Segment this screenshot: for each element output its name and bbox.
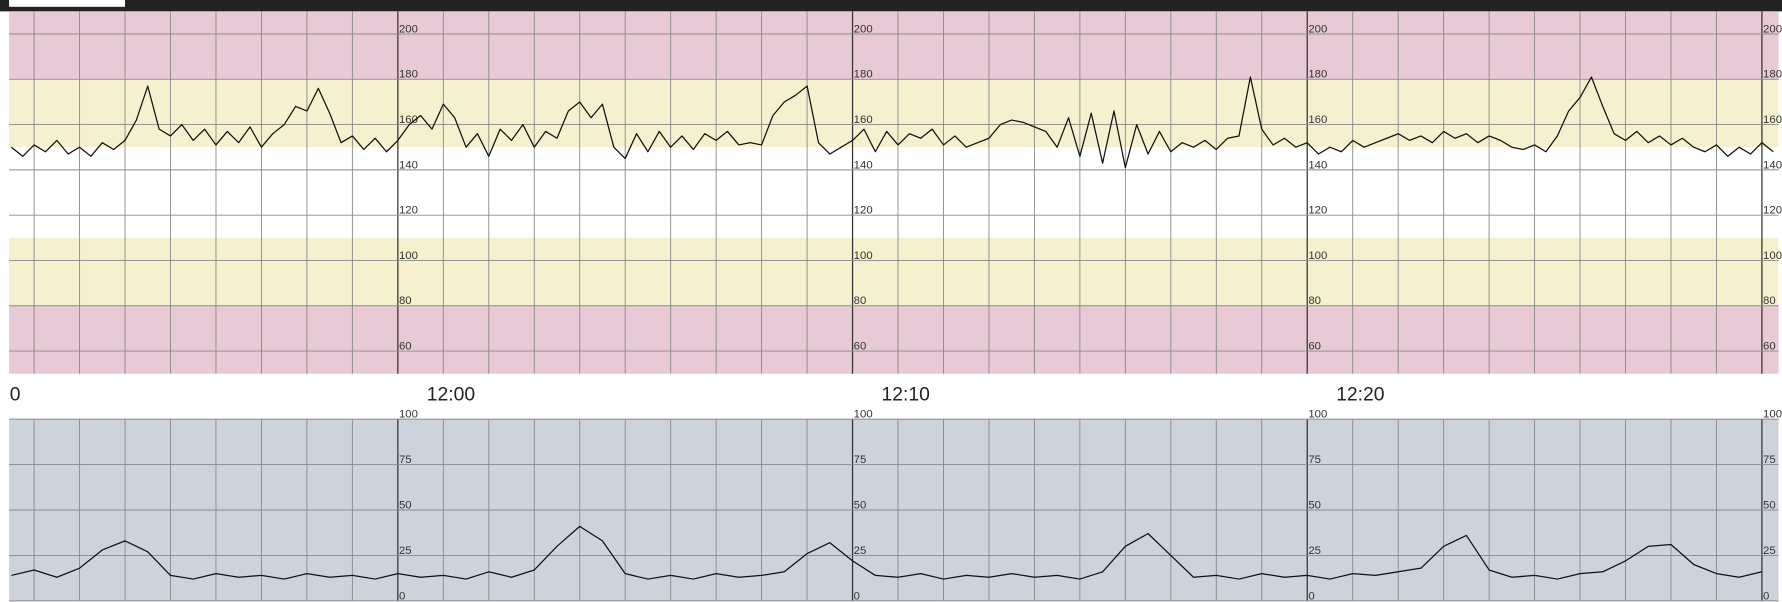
y-tick-label: 50	[1763, 499, 1776, 511]
y-tick-label: 140	[1308, 159, 1327, 171]
panel: 0 0 0 0 25 25 25 25 50 50 50 50 75 75 75 75 100 100 100 100	[9, 409, 1782, 602]
y-tick-label: 80	[1308, 295, 1321, 307]
trace-line	[10, 76, 1774, 169]
y-tick-label: 200	[854, 23, 873, 35]
y-tick-label: 160	[854, 114, 873, 126]
zone-band	[9, 237, 1779, 306]
y-tick-label: 80	[1763, 295, 1776, 307]
y-tick-label: 200	[1763, 23, 1782, 35]
x-tick-label: 12:20	[1336, 384, 1384, 405]
y-tick-label: 0	[1308, 590, 1314, 602]
y-tick-label: 140	[854, 159, 873, 171]
y-tick-label: 200	[1308, 23, 1327, 35]
progress-indicator	[9, 0, 126, 7]
trace-line	[11, 525, 1763, 580]
y-tick-label: 140	[399, 159, 418, 171]
zone-band	[9, 305, 1779, 374]
x-tick-label: 0	[10, 384, 21, 405]
y-tick-label: 120	[854, 205, 873, 217]
y-tick-label: 0	[854, 590, 860, 602]
y-tick-label: 180	[399, 69, 418, 81]
y-tick-label: 80	[399, 295, 412, 307]
y-tick-label: 25	[399, 545, 412, 557]
y-tick-label: 180	[854, 69, 873, 81]
y-tick-label: 25	[1763, 545, 1776, 557]
y-tick-label: 50	[399, 499, 412, 511]
y-tick-label: 50	[854, 499, 867, 511]
y-tick-label: 140	[1763, 159, 1782, 171]
y-tick-label: 100	[1308, 250, 1327, 262]
y-tick-label: 100	[399, 250, 418, 262]
y-tick-label: 160	[1308, 114, 1327, 126]
zone-band	[9, 147, 1779, 238]
y-tick-label: 60	[1763, 341, 1776, 353]
y-tick-label: 0	[399, 590, 405, 602]
y-tick-label: 120	[399, 205, 418, 217]
y-tick-label: 200	[399, 23, 418, 35]
y-tick-label: 80	[854, 295, 867, 307]
y-tick-label: 75	[854, 454, 867, 466]
y-tick-label: 25	[854, 545, 867, 557]
y-tick-label: 60	[399, 341, 412, 353]
y-tick-label: 50	[1308, 499, 1321, 511]
y-tick-label: 75	[399, 454, 412, 466]
y-tick-label: 75	[1763, 454, 1776, 466]
panel: 60 60 60 60 80 80 80 80 100 100 100 100 120 120 120 120…	[9, 11, 1782, 405]
zone-band	[9, 11, 1779, 80]
top-bar	[0, 0, 1782, 12]
zone-band	[9, 79, 1779, 148]
y-tick-label: 100	[1308, 409, 1327, 421]
y-tick-label: 100	[399, 409, 418, 421]
y-tick-label: 75	[1308, 454, 1321, 466]
y-tick-label: 180	[1763, 69, 1782, 81]
y-tick-label: 60	[1308, 341, 1321, 353]
x-tick-label: 12:00	[427, 384, 475, 405]
y-tick-label: 120	[1308, 205, 1327, 217]
y-tick-label: 120	[1763, 205, 1782, 217]
y-tick-label: 100	[1763, 409, 1782, 421]
y-tick-label: 160	[1763, 114, 1782, 126]
x-tick-label: 12:10	[882, 384, 930, 405]
y-tick-label: 180	[1308, 69, 1327, 81]
y-tick-label: 0	[1763, 590, 1769, 602]
charts: 60 60 60 60 80 80 80 80 100 100 100 100 120 120 120 120…	[9, 11, 1782, 602]
y-tick-label: 160	[399, 114, 418, 126]
y-tick-label: 100	[1763, 250, 1782, 262]
y-tick-label: 60	[854, 341, 867, 353]
y-tick-label: 100	[854, 250, 873, 262]
y-tick-label: 25	[1308, 545, 1321, 557]
y-tick-label: 100	[854, 409, 873, 421]
